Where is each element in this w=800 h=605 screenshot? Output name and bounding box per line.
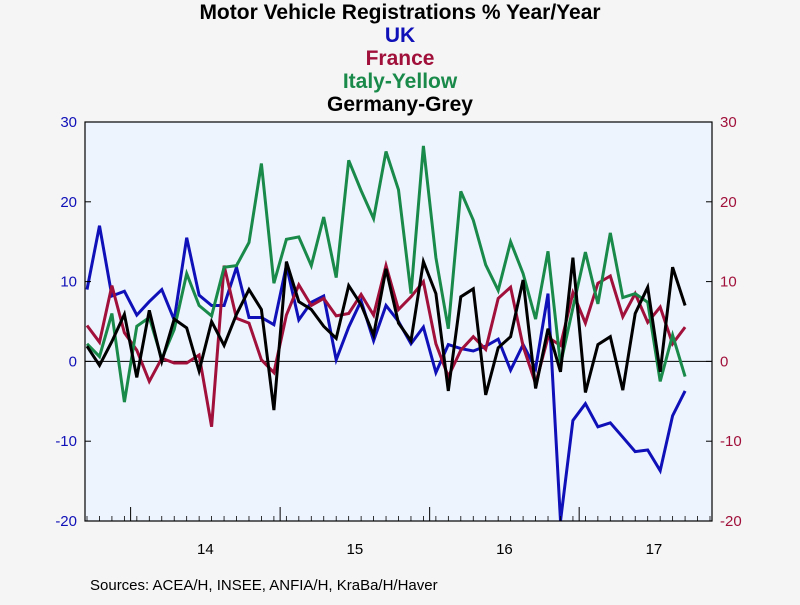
x-year-label: 17 xyxy=(646,541,663,558)
left-tick-label: 30 xyxy=(60,114,77,131)
chart-title: Motor Vehicle Registrations % Year/Year … xyxy=(199,1,600,116)
left-axis: -20 -10 0 10 20 30 xyxy=(55,114,91,530)
right-tick-label: 30 xyxy=(720,114,737,131)
x-year-label: 14 xyxy=(197,541,214,558)
left-tick-label: 20 xyxy=(60,194,77,211)
right-tick-label: -20 xyxy=(720,513,742,530)
x-year-label: 15 xyxy=(347,541,364,558)
right-axis: -20 -10 0 10 20 30 xyxy=(706,114,742,530)
right-tick-label: -10 xyxy=(720,433,742,450)
series-line-germany xyxy=(85,255,687,411)
series-layer xyxy=(85,145,687,522)
source-note: Sources: ACEA/H, INSEE, ANFIA/H, KraBa/H… xyxy=(90,577,438,594)
x-axis: 14 15 16 17 xyxy=(86,507,711,558)
title-germany-legend: Germany-Grey xyxy=(327,93,473,116)
right-tick-label: 20 xyxy=(720,194,737,211)
left-tick-label: 10 xyxy=(60,274,77,291)
series-line-france xyxy=(85,259,687,428)
title-france-legend: France xyxy=(366,47,435,70)
title-main: Motor Vehicle Registrations % Year/Year xyxy=(199,1,600,24)
left-tick-label: 0 xyxy=(69,353,77,370)
series-line-italy xyxy=(85,145,687,403)
title-uk-legend: UK xyxy=(385,24,415,47)
title-italy-legend: Italy-Yellow xyxy=(343,70,458,93)
left-tick-label: -10 xyxy=(55,433,77,450)
left-tick-label: -20 xyxy=(55,513,77,530)
series-line-uk xyxy=(85,225,687,522)
right-tick-label: 10 xyxy=(720,274,737,291)
right-tick-label: 0 xyxy=(720,353,728,370)
x-year-label: 16 xyxy=(496,541,513,558)
